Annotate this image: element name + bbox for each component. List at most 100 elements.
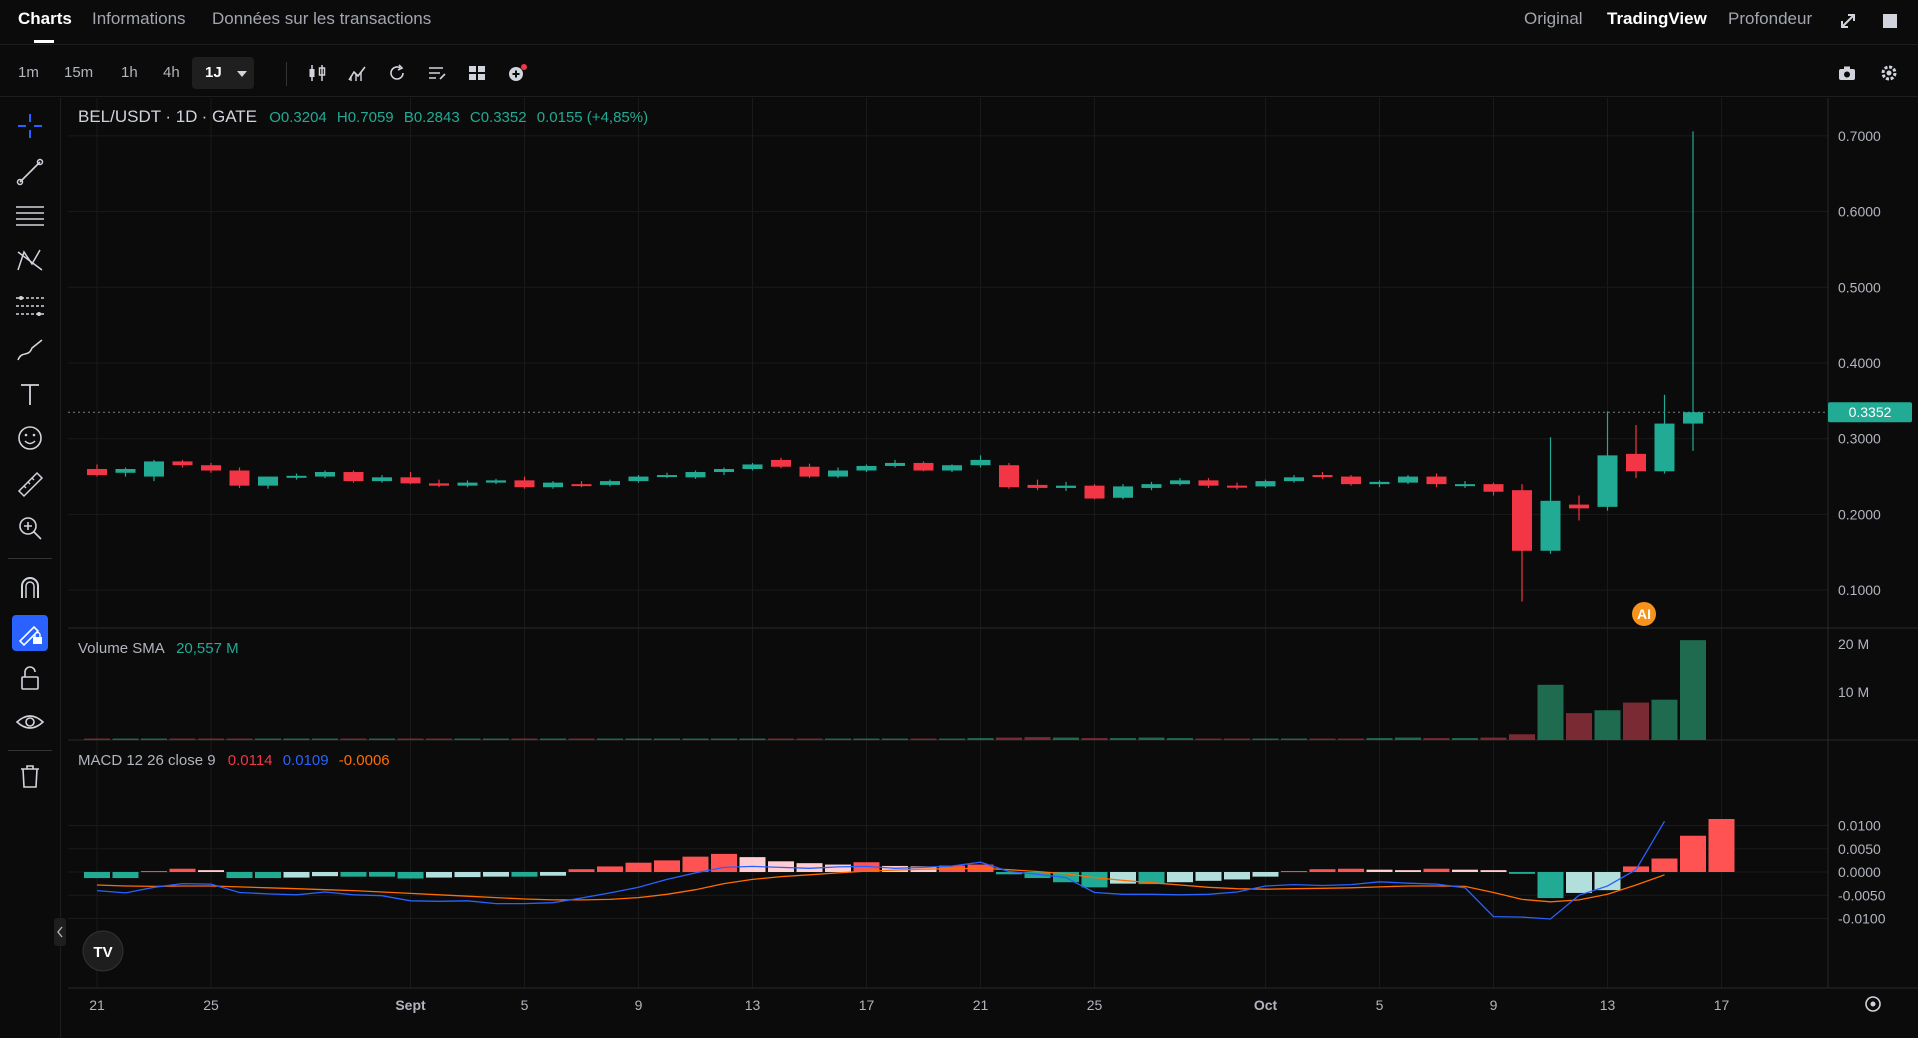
candle-body <box>1654 423 1675 472</box>
volume-bar <box>1395 737 1421 740</box>
projection-icon[interactable] <box>12 288 48 324</box>
toolbar-divider <box>286 62 287 86</box>
toolbar-divider <box>8 558 52 559</box>
time-tick-label: 21 <box>973 997 989 1013</box>
macd-histogram-bar <box>768 861 794 872</box>
candle-body <box>1426 476 1447 485</box>
macd-histogram-bar <box>198 870 224 872</box>
chevron-down-icon[interactable] <box>236 69 248 79</box>
timeframe-4h[interactable]: 4h <box>163 64 180 81</box>
candle-body <box>286 475 307 478</box>
trash-icon[interactable] <box>12 758 48 794</box>
drawing-toolbar <box>0 98 66 1038</box>
macd-legend-name[interactable]: MACD 12 26 close 9 <box>78 752 216 769</box>
fullscreen-icon[interactable] <box>1838 11 1858 31</box>
tradingview-logo[interactable]: TV <box>82 930 124 972</box>
volume-bar <box>255 738 281 740</box>
symbol-name[interactable]: BEL/USDT <box>78 107 162 126</box>
timeframe-1j[interactable]: 1J <box>205 64 222 81</box>
price-tick-label: 0.4000 <box>1838 355 1881 371</box>
tab-informations[interactable]: Informations <box>92 9 186 28</box>
macd-legend-hist: 0.0114 <box>227 752 273 769</box>
candles-icon[interactable] <box>306 62 328 84</box>
volume-bar <box>198 738 224 740</box>
fib-lines-icon[interactable] <box>12 198 48 234</box>
candle-body <box>514 480 535 488</box>
candle-body <box>1198 480 1219 486</box>
volume-bar <box>1309 738 1336 740</box>
candle-body <box>1027 484 1048 488</box>
macd-histogram-bar <box>112 872 139 879</box>
macd-histogram-bar <box>882 865 908 872</box>
volume-bar <box>112 738 139 740</box>
volume-legend-name[interactable]: Volume SMA <box>78 640 164 657</box>
indicators-icon[interactable] <box>346 62 368 84</box>
timeframe-1h[interactable]: 1h <box>121 64 138 81</box>
camera-icon[interactable] <box>1836 62 1858 84</box>
macd-histogram-bar <box>1395 870 1421 872</box>
macd-histogram-bar <box>1680 835 1706 872</box>
tab-charts[interactable]: Charts <box>18 9 72 28</box>
volume-bar <box>996 737 1022 740</box>
volume-bar <box>1024 737 1051 740</box>
brush-icon[interactable] <box>12 332 48 368</box>
timeframe-15m[interactable]: 15m <box>64 64 94 81</box>
text-icon[interactable] <box>12 376 48 412</box>
view-tradingview[interactable]: TradingView <box>1607 9 1707 28</box>
timeframe-1m[interactable]: 1m <box>18 64 39 81</box>
volume-bar <box>1480 737 1507 740</box>
time-tick-label: 13 <box>745 997 761 1013</box>
volume-bar <box>1594 710 1621 740</box>
collapse-toolbar-icon[interactable] <box>54 918 66 946</box>
tab-transactions[interactable]: Données sur les transactions <box>212 9 432 28</box>
macd-histogram-bar <box>1338 868 1364 872</box>
crosshair-icon[interactable] <box>12 108 48 144</box>
ruler-icon[interactable] <box>12 466 48 502</box>
layout-icon[interactable] <box>466 62 488 84</box>
volume-bar <box>1195 738 1222 740</box>
volume-bar <box>882 738 908 740</box>
volume-bar <box>1537 684 1564 740</box>
magnet-icon[interactable] <box>12 570 48 606</box>
time-axis-settings-icon[interactable] <box>1865 996 1881 1012</box>
volume-bar <box>483 738 509 740</box>
candle-body <box>144 461 164 477</box>
candle-body <box>1284 477 1304 482</box>
macd-histogram-bar <box>169 868 196 872</box>
settings-icon[interactable] <box>1878 62 1900 84</box>
view-profondeur[interactable]: Profondeur <box>1728 9 1813 28</box>
macd-histogram-bar <box>597 866 623 872</box>
emoji-icon[interactable] <box>12 420 48 456</box>
time-tick-label: 21 <box>89 997 105 1013</box>
ohlc-close: C0.3352 <box>469 109 527 126</box>
macd-histogram-bar <box>226 872 253 879</box>
ai-badge[interactable]: AI <box>1632 602 1656 626</box>
time-tick-label: 9 <box>635 997 643 1013</box>
replay-icon[interactable] <box>386 62 408 84</box>
volume-bar <box>312 738 338 740</box>
candle-body <box>628 476 649 482</box>
volume-bar <box>910 738 937 740</box>
trend-line-icon[interactable] <box>12 154 48 190</box>
zoom-icon[interactable] <box>12 510 48 546</box>
chart-toolbar: 1m 15m 1h 4h 1J <box>0 52 1918 97</box>
view-original[interactable]: Original <box>1524 9 1583 28</box>
add-alert-icon[interactable] <box>506 62 528 84</box>
volume-bar <box>768 738 794 740</box>
candle-body <box>400 477 421 484</box>
unlock-icon[interactable] <box>12 660 48 696</box>
macd-histogram-bar <box>1024 872 1051 879</box>
volume-bar <box>939 738 965 740</box>
eye-icon[interactable] <box>12 704 48 740</box>
volume-bar <box>1110 738 1136 740</box>
lock-drawing-icon[interactable] <box>12 615 48 651</box>
macd-histogram-bar <box>996 872 1022 875</box>
templates-icon[interactable] <box>426 62 448 84</box>
pattern-icon[interactable] <box>12 242 48 278</box>
volume-bar <box>967 738 994 740</box>
volume-bar <box>369 738 395 740</box>
window-icon[interactable] <box>1880 11 1900 31</box>
candle-body <box>1312 475 1333 478</box>
volume-bar <box>1623 702 1649 740</box>
